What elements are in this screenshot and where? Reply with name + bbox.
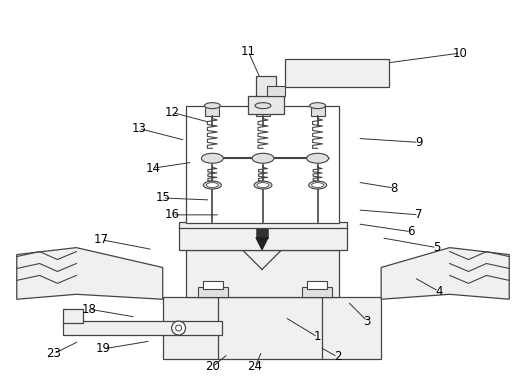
Bar [179, 222, 347, 249]
Ellipse shape [201, 153, 223, 163]
Text: 13: 13 [132, 122, 146, 135]
Text: 16: 16 [165, 208, 180, 221]
Text: 10: 10 [453, 47, 468, 59]
Bar [311, 106, 325, 116]
Bar [256, 106, 270, 116]
Text: 11: 11 [240, 45, 256, 57]
Bar [206, 106, 219, 116]
Text: 20: 20 [205, 360, 220, 373]
Bar [302, 287, 331, 297]
Polygon shape [381, 248, 509, 299]
Bar [64, 321, 222, 335]
Bar [204, 282, 223, 289]
Text: 23: 23 [46, 347, 61, 361]
Text: 9: 9 [415, 136, 422, 149]
Bar [256, 228, 268, 238]
Text: 15: 15 [155, 192, 170, 204]
Polygon shape [256, 238, 268, 249]
Text: 18: 18 [82, 303, 97, 316]
Bar [186, 249, 339, 297]
Text: 5: 5 [433, 241, 440, 254]
Ellipse shape [255, 103, 271, 109]
Ellipse shape [309, 181, 327, 189]
Ellipse shape [307, 153, 329, 163]
Ellipse shape [205, 103, 220, 109]
Ellipse shape [206, 183, 218, 188]
Ellipse shape [257, 183, 269, 188]
Bar [64, 309, 83, 323]
Text: 3: 3 [363, 315, 371, 328]
Text: 12: 12 [165, 106, 180, 119]
Text: 6: 6 [407, 225, 414, 238]
Ellipse shape [252, 153, 274, 163]
Text: 14: 14 [145, 162, 160, 175]
Ellipse shape [311, 183, 323, 188]
Ellipse shape [254, 181, 272, 189]
Text: 4: 4 [435, 285, 442, 298]
Bar [307, 282, 327, 289]
Bar [285, 59, 389, 87]
Bar [198, 287, 228, 297]
Text: 1: 1 [314, 330, 321, 343]
Text: 2: 2 [333, 350, 341, 363]
Polygon shape [17, 248, 163, 299]
Text: 17: 17 [94, 233, 109, 246]
Bar [267, 86, 285, 96]
Circle shape [176, 325, 181, 331]
Text: 24: 24 [248, 360, 262, 373]
Text: 7: 7 [415, 208, 422, 221]
Circle shape [171, 321, 186, 335]
Ellipse shape [204, 181, 221, 189]
Text: 19: 19 [96, 343, 110, 355]
Bar [163, 297, 381, 359]
Ellipse shape [310, 103, 326, 109]
Text: 8: 8 [390, 181, 398, 195]
Bar [256, 76, 276, 106]
Bar [186, 106, 339, 223]
Bar [248, 96, 284, 114]
